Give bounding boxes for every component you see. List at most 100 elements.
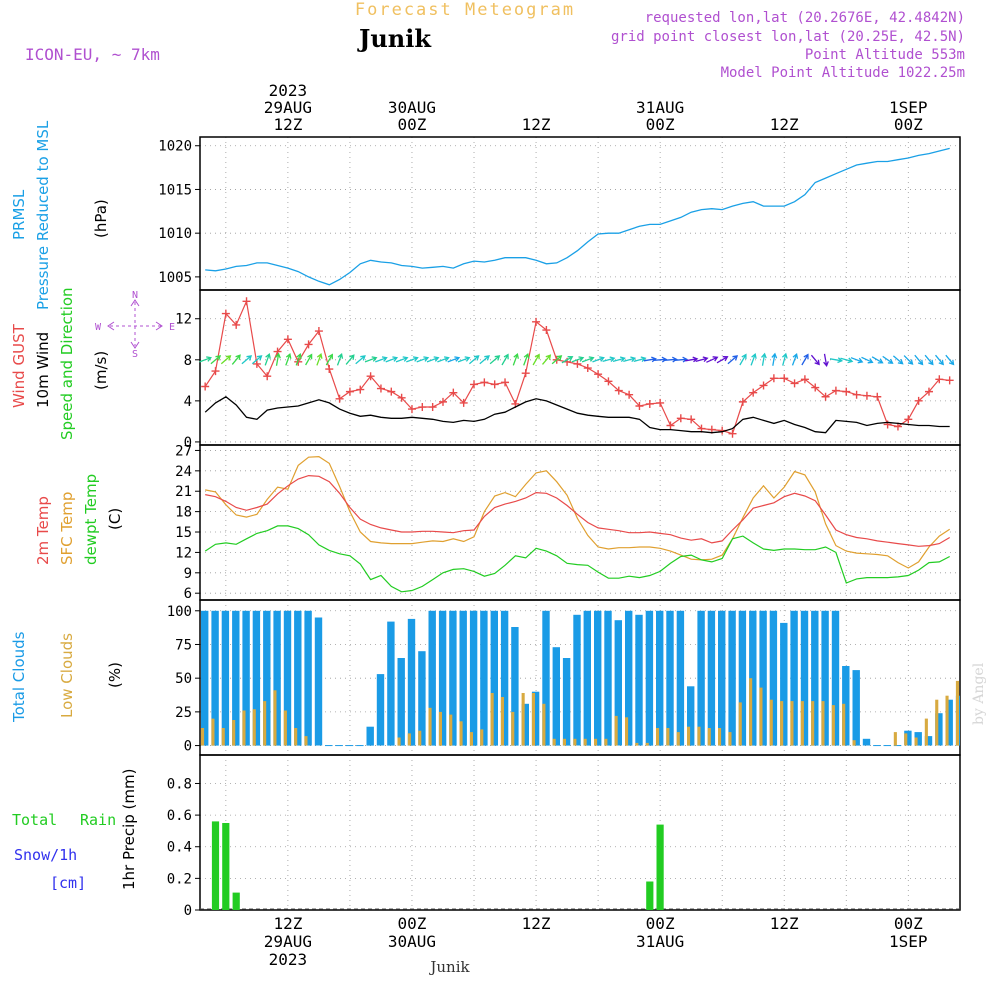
bottom-time-label: 00Z (398, 914, 427, 933)
total-cloud-bar (614, 620, 622, 746)
gust-marker (656, 398, 665, 407)
low-cloud-bar (821, 701, 825, 746)
wind-arrow (871, 356, 884, 364)
top-time-label: 12Z (522, 115, 551, 134)
bottom-time-label: 12Z (770, 914, 799, 933)
total-cloud-bar (687, 686, 695, 746)
wind-arrow (861, 356, 874, 364)
low-cloud-bar (914, 737, 918, 746)
model-label: ICON-EU, ~ 7km (25, 45, 160, 64)
wind-arrow (426, 356, 440, 363)
bottom-time-label: 1SEP (889, 932, 928, 951)
compass-w: W (95, 322, 102, 333)
gust-marker (283, 335, 292, 344)
rain-bar (656, 824, 664, 910)
top-time-label: 30AUG (388, 98, 436, 117)
precip-tick-label: 0.8 (167, 776, 192, 792)
gust-marker (759, 381, 768, 390)
wind-arrow (416, 356, 430, 363)
gust-marker (821, 392, 830, 401)
precip-panel: 0 0.2 0.4 0.6 0.8 (167, 754, 961, 919)
low-cloud-bar (676, 732, 680, 746)
low-cloud-bar (935, 699, 939, 746)
wind-arrow (220, 355, 232, 365)
gust-marker (232, 320, 241, 329)
wind-arrow (935, 354, 945, 366)
wind-arrow (791, 353, 799, 366)
low-cloud-bar (780, 701, 784, 746)
temp-labels: 2m Temp SFC Temp dewpt Temp (C) (34, 474, 124, 565)
total-cloud-bar (594, 610, 602, 746)
total-cloud-bar (376, 674, 385, 746)
wind-arrow (840, 357, 854, 364)
wind-speed-line (204, 396, 950, 434)
wind-arrow (571, 356, 585, 363)
total-cloud-bar (635, 614, 643, 746)
total-cloud-bar (407, 618, 416, 746)
total-cloud-bar (625, 610, 633, 746)
total-cloud-bar (904, 730, 912, 746)
top-time-label: 29AUG (264, 98, 312, 117)
gust-marker (604, 377, 613, 386)
low-cloud-bar (635, 742, 639, 746)
title: Forecast Meteogram (355, 0, 575, 20)
gust-marker (366, 372, 375, 381)
wind-arrow (345, 354, 355, 365)
pressure-tick-label: 1020 (158, 139, 192, 155)
low-cloud-bar (232, 720, 236, 746)
gust-marker (862, 391, 871, 400)
low-cloud-bar (407, 733, 411, 746)
footer-location: Junik (428, 958, 470, 976)
gust-marker (790, 379, 799, 388)
low-cloud-bar (211, 718, 215, 746)
total-cloud-bar (387, 621, 395, 746)
total-cloud-bar (697, 610, 705, 746)
precip-total-label: Total (12, 811, 57, 829)
total-cloud-bar (242, 610, 250, 746)
gust-marker (645, 399, 654, 408)
low-cloud-bar (263, 701, 267, 746)
top-time-label: 00Z (646, 115, 675, 134)
gust-marker (345, 387, 354, 396)
low-cloud-bar (790, 701, 794, 746)
low-cloud-bar (480, 729, 484, 746)
low-cloud-bar (562, 738, 566, 746)
temp-tick-label: 12 (175, 545, 192, 561)
wind-arrow (316, 353, 323, 366)
gust-marker (635, 401, 644, 410)
wind-arrow (364, 356, 378, 363)
wind-arrow (355, 355, 366, 365)
gust-marker (490, 380, 499, 389)
wind-arrow (892, 355, 904, 365)
total-cloud-bar (459, 610, 467, 746)
total-cloud-bar (511, 627, 519, 746)
total-cloud-bar (263, 610, 271, 746)
total-cloud-bar (924, 736, 933, 746)
pressure-tick-label: 1005 (158, 270, 192, 286)
wind-arrow (199, 356, 212, 363)
low-cloud-bar (304, 736, 308, 746)
low-cloud-bar (511, 711, 515, 746)
gust-marker (738, 397, 747, 406)
total-cloud-bar (294, 610, 302, 746)
total-cloud-bar (718, 610, 726, 746)
wind-tick-label: 0 (184, 435, 192, 451)
precip-tick-label: 0.4 (167, 840, 192, 856)
dew-label: dewpt Temp (82, 474, 100, 565)
total-cloud-bar (304, 610, 312, 746)
low-cloud-bar (469, 732, 473, 746)
wind-arrow (664, 356, 678, 363)
wind-arrow (385, 356, 399, 363)
gust-marker (873, 392, 882, 401)
pressure-tick-label: 1015 (158, 182, 192, 198)
wind-arrow (592, 356, 605, 363)
compass-e: E (169, 322, 175, 333)
sfc-temp-line (205, 455, 951, 569)
total-cloud-bar (428, 610, 436, 746)
total-cloud-bar (935, 713, 943, 746)
low-cloud-bar (728, 732, 732, 746)
total-cloud-bar (790, 610, 798, 746)
total-cloud-bar (542, 610, 550, 746)
precip-frame (199, 754, 961, 911)
